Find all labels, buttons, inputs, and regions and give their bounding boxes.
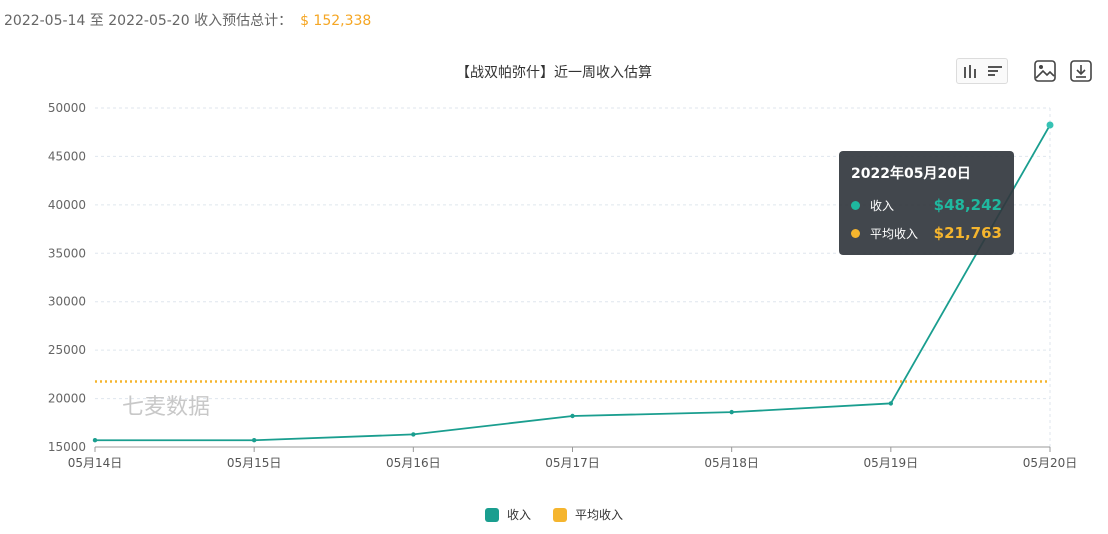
- legend-item-average[interactable]: 平均收入: [553, 506, 623, 523]
- tooltip-title: 2022年05月20日: [851, 166, 971, 182]
- legend-label-average: 平均收入: [575, 508, 624, 522]
- y-tick-label: 50000: [48, 101, 86, 115]
- axes: 15000 20000 25000 30000 35000 40000 45000 50000…: [48, 101, 1077, 470]
- download-icon: [1069, 59, 1093, 83]
- y-tick-label: 40000: [48, 198, 86, 212]
- legend-swatch-income: [484, 507, 499, 522]
- summary-label: 2022-05-14 至 2022-05-20 收入预估总计：: [4, 13, 293, 29]
- y-tick-label: 20000: [48, 392, 86, 406]
- legend-swatch-average: [553, 507, 567, 522]
- watermark: 七麦数据: [122, 395, 210, 420]
- download-button[interactable]: [1068, 58, 1094, 84]
- x-tick-label: 05月15日: [227, 456, 282, 470]
- data-point-income: [411, 432, 416, 437]
- legend: 收入 平均收入: [0, 506, 1108, 523]
- y-tick-label: 25000: [48, 343, 86, 357]
- list-icon[interactable]: [987, 64, 1003, 78]
- tooltip-label-income: 收入: [870, 198, 895, 213]
- series: [92, 121, 1054, 443]
- x-tick-label: 05月19日: [864, 456, 919, 470]
- data-point-income: [888, 401, 894, 406]
- tooltip-value-income: $48,242: [933, 196, 1002, 214]
- data-point-income: [1046, 121, 1054, 129]
- chart-title: 【战双帕弥什】近一周收入估算: [456, 65, 652, 81]
- tooltip-dot-income: [851, 200, 860, 210]
- tooltip-row-average: 平均收入 $21,763: [851, 219, 1002, 247]
- y-tick-label: 30000: [48, 295, 86, 309]
- bar-chart-icon[interactable]: [962, 64, 978, 78]
- x-tick-label: 05月16日: [386, 456, 441, 470]
- summary-amount: $ 152,338: [300, 13, 372, 29]
- data-point-income: [729, 409, 734, 415]
- tooltip: 2022年05月20日 收入 $48,242 平均收入 $21,763: [839, 151, 1014, 255]
- tooltip-row-income: 收入 $48,242: [851, 191, 1002, 219]
- image-save-button[interactable]: [1032, 58, 1058, 84]
- y-tick-label: 45000: [48, 149, 86, 163]
- tooltip-label-average: 平均收入: [870, 226, 919, 241]
- legend-label-income: 收入: [506, 508, 531, 522]
- y-tick-label: 15000: [48, 440, 86, 454]
- x-tick-label: 05月17日: [545, 456, 600, 470]
- grid: [95, 107, 1051, 447]
- tooltip-dot-average: [851, 228, 860, 238]
- x-tick-label: 05月14日: [68, 456, 123, 470]
- tooltip-value-average: $21,763: [933, 224, 1002, 242]
- image-save-icon: [1033, 59, 1057, 83]
- x-tick-label: 05月20日: [1023, 456, 1078, 470]
- y-tick-label: 35000: [48, 246, 86, 260]
- x-tick-label: 05月18日: [704, 456, 759, 470]
- view-switch[interactable]: [956, 58, 1008, 84]
- data-point-income: [570, 413, 575, 419]
- data-point-income: [251, 438, 257, 443]
- data-point-income: [92, 438, 98, 443]
- summary-bar: 2022-05-14 至 2022-05-20 收入预估总计： $ 152,338: [4, 10, 371, 30]
- legend-item-income[interactable]: 收入: [484, 506, 531, 523]
